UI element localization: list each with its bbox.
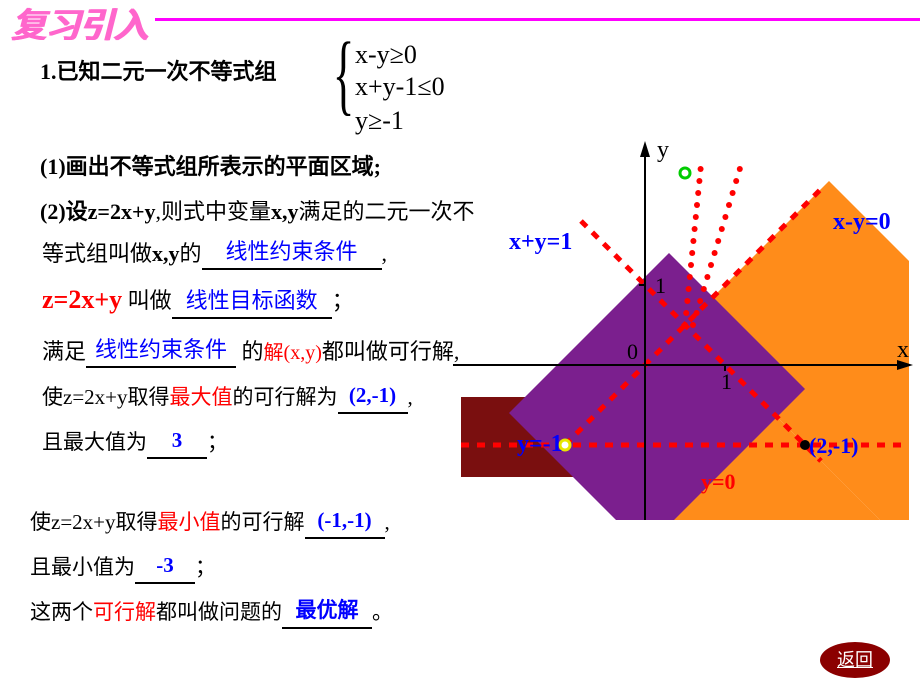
minval: -3 [135,550,195,584]
max-ans: (2,-1) [338,380,408,414]
sat-sol: 解(x,y) [264,342,322,364]
maxval-b: ； [207,430,228,454]
svg-text:x+y=1: x+y=1 [509,229,572,255]
linear-programming-chart: x y 0 1 1 x+y=1 x-y=0 y=-1 y=0 (2,-1) [445,140,915,520]
header-title: 复习引入 [12,0,148,47]
svg-text:1: 1 [655,273,666,298]
q2-line2: 等式组叫做x,y的线性约束条件, [42,235,387,270]
ans-objective: 线性目标函数 [172,284,332,319]
svg-text:1: 1 [721,369,732,394]
opt-c: 。 [372,600,393,624]
chart-svg: x y 0 1 1 x+y=1 x-y=0 y=-1 y=0 (2,-1) [445,140,915,520]
q2l2c: 的 [180,241,202,266]
eq3: y≥-1 [355,101,404,140]
sat-a: 满足 [42,339,86,364]
svg-text:x-y=0: x-y=0 [833,209,891,235]
q1: (1)画出不等式组所表示的平面区域; [40,150,381,183]
q2-opt: 这两个可行解都叫做问题的最优解。 [30,595,393,629]
q2-maxval: 且最大值为3； [42,425,228,459]
opt-a: 这两个 [30,600,93,624]
q2-max: 使z=2x+y取得最大值的可行解为(2,-1), [42,380,413,414]
return-button[interactable]: 返回 [820,642,890,678]
header: 复习引入 [0,0,920,38]
min-b: 的可行解 [221,510,305,534]
max-c: , [408,385,413,409]
min-ans: (-1,-1) [305,505,385,539]
svg-text:(2,-1): (2,-1) [809,433,858,458]
z-called: 叫做 [122,288,172,313]
minval-b: ； [195,555,216,579]
q2-sat: 满足线性约束条件 的解(x,y)都叫做可行解, [42,333,459,368]
max-b: 的可行解为 [233,385,338,409]
q2-min: 使z=2x+y取得最小值的可行解(-1,-1), [30,505,390,539]
sat-c: 都叫做可行解, [322,339,460,364]
q2l2b: x,y [152,241,180,266]
minval-a: 且最小值为 [30,555,135,579]
q2l2a: 等式组叫做 [42,241,152,266]
opt-b: 都叫做问题的 [156,600,282,624]
sat-b: 的 [236,339,264,364]
maxval: 3 [147,425,207,459]
max-a: 使z=2x+y取得 [42,385,170,409]
q2-line1: (2)设z=2x+y,则式中变量x,y满足的二元一次不 [40,195,475,228]
svg-text:y=-1: y=-1 [517,431,563,457]
min-red: 最小值 [158,510,221,534]
maxval-a: 且最大值为 [42,430,147,454]
svg-text:y: y [657,140,669,163]
opt-red: 可行解 [93,600,156,624]
q2comma1: , [382,241,388,266]
z-expr: z=2x+y [42,285,122,314]
q2xy: x,y [271,199,299,224]
ans-constraint: 线性约束条件 [202,235,382,270]
q2p1: (2)设 [40,199,88,224]
sat-ans: 线性约束条件 [86,333,236,368]
semi1: ； [332,288,354,313]
intro-text: 1.已知二元一次不等式组 [40,55,277,88]
q2-zline: z=2x+y 叫做线性目标函数； [42,280,354,319]
svg-text:x: x [897,337,909,363]
svg-text:y=0: y=0 [701,469,736,494]
svg-text:0: 0 [627,339,638,364]
q2-minval: 且最小值为-3； [30,550,216,584]
max-red: 最大值 [170,385,233,409]
q2z: z=2x+y [88,199,156,224]
min-a: 使z=2x+y取得 [30,510,158,534]
q2p2: ,则式中变量 [156,199,272,224]
min-c: , [385,510,390,534]
header-line [155,18,920,21]
brace-icon: { [333,30,355,120]
opt-ans: 最优解 [282,595,372,629]
